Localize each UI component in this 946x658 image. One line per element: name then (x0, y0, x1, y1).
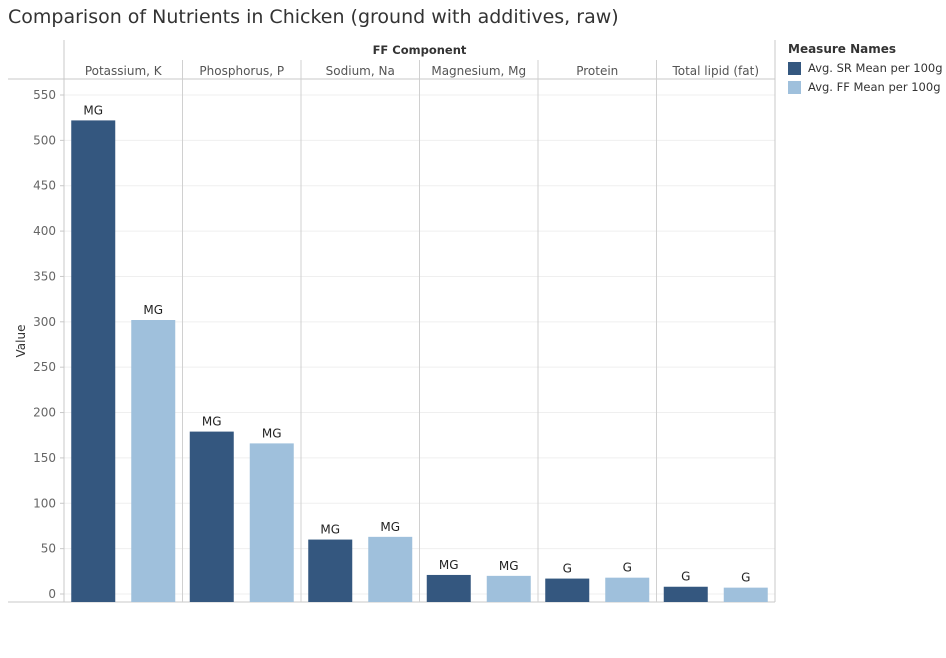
bar-sr-0 (71, 120, 116, 603)
bar-sr-2 (308, 539, 353, 602)
bar-ff-3 (486, 575, 531, 602)
y-tick-label-11: 550 (33, 88, 56, 102)
legend-item-sr[interactable]: Avg. SR Mean per 100g (788, 61, 943, 75)
y-tick-label-4: 200 (33, 406, 56, 420)
y-tick-label-6: 300 (33, 315, 56, 329)
y-tick-label-1: 50 (41, 542, 56, 556)
y-tick-label-8: 400 (33, 224, 56, 238)
chart-title: Comparison of Nutrients in Chicken (grou… (8, 6, 619, 28)
data-label-sr-2: MG (320, 523, 340, 537)
bar-sr-3 (426, 574, 471, 602)
y-tick-label-2: 100 (33, 496, 56, 510)
bar-ff-0 (131, 320, 176, 602)
y-tick-label-0: 0 (48, 587, 56, 601)
bar-sr-4 (545, 578, 590, 602)
legend-label-ff: Avg. FF Mean per 100g (808, 80, 941, 94)
category-label-1: Phosphorus, P (199, 64, 284, 78)
bar-ff-2 (368, 536, 413, 602)
bar-sr-5 (663, 586, 708, 602)
bar-ff-1 (249, 443, 294, 602)
y-tick-label-3: 150 (33, 451, 56, 465)
bar-ff-4 (605, 577, 650, 602)
bar-ff-5 (723, 587, 768, 602)
data-label-sr-0: MG (83, 103, 103, 117)
y-tick-label-5: 250 (33, 360, 56, 374)
category-label-0: Potassium, K (85, 64, 163, 78)
legend: Measure Names Avg. SR Mean per 100g Avg.… (788, 42, 943, 99)
data-label-sr-5: G (681, 570, 690, 584)
category-label-2: Sodium, Na (326, 64, 395, 78)
data-label-ff-0: MG (143, 303, 163, 317)
data-label-sr-4: G (563, 562, 572, 576)
data-label-sr-1: MG (202, 415, 222, 429)
data-label-ff-2: MG (380, 520, 400, 534)
category-label-5: Total lipid (fat) (671, 64, 759, 78)
legend-swatch-sr (788, 61, 801, 75)
y-axis-title: Value (14, 325, 28, 358)
data-label-ff-1: MG (262, 426, 282, 440)
category-label-4: Protein (576, 64, 618, 78)
legend-label-sr: Avg. SR Mean per 100g (808, 61, 943, 75)
column-header-title: FF Component (373, 43, 467, 57)
data-label-sr-3: MG (439, 558, 459, 572)
legend-swatch-ff (788, 80, 801, 94)
data-label-ff-3: MG (499, 559, 519, 573)
bar-sr-1 (189, 431, 234, 602)
legend-item-ff[interactable]: Avg. FF Mean per 100g (788, 80, 943, 94)
legend-title: Measure Names (788, 42, 897, 56)
y-tick-label-7: 350 (33, 269, 56, 283)
category-label-3: Magnesium, Mg (431, 64, 526, 78)
data-label-ff-4: G (623, 561, 632, 575)
y-tick-label-10: 500 (33, 133, 56, 147)
y-tick-label-9: 450 (33, 179, 56, 193)
data-label-ff-5: G (741, 571, 750, 585)
